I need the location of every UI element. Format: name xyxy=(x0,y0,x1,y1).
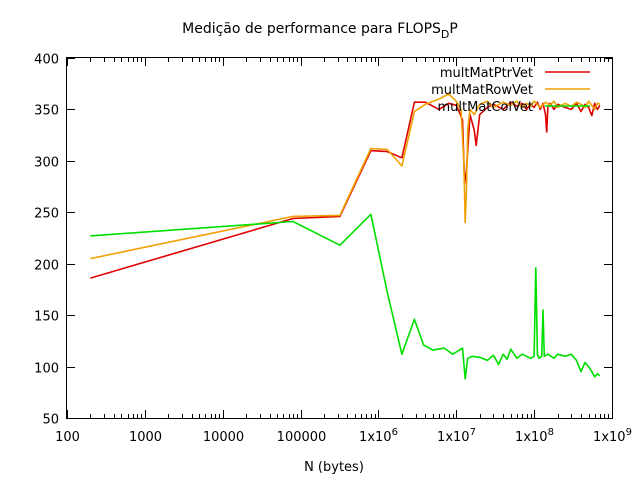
y-tick-label: 250 xyxy=(34,207,59,222)
x-tick-label: 100000 xyxy=(277,430,327,445)
x-tick-label: 10000 xyxy=(203,430,244,445)
x-tick-base: 10000 xyxy=(203,430,244,445)
x-tick-base: 1x10 xyxy=(593,430,626,445)
y-tick-label: 200 xyxy=(34,259,59,274)
x-tick-base: 1x10 xyxy=(359,430,392,445)
series-line-multMatPtrVet xyxy=(90,101,601,279)
x-tick-base: 1x10 xyxy=(437,430,470,445)
x-tick-exponent: 7 xyxy=(470,427,476,438)
plot-frame xyxy=(66,57,613,419)
legend-label-multMatRowVet: multMatRowVet xyxy=(431,83,533,98)
y-tick-label: 50 xyxy=(42,413,59,428)
series-layer xyxy=(90,93,601,380)
title-text: Medição de performance para FLOPS xyxy=(182,21,441,37)
legend-label-multMatColVet: multMatColVet xyxy=(437,100,533,115)
x-tick-base: 1x10 xyxy=(515,430,548,445)
x-tick-label: 100 xyxy=(55,430,80,445)
y-tick-label: 300 xyxy=(34,156,59,171)
legend: multMatPtrVet multMatRowVet multMatColVet xyxy=(431,66,590,115)
x-tick-base: 100000 xyxy=(277,430,327,445)
x-tick-label: 1x108 xyxy=(515,427,554,445)
x-axis-label: N (bytes) xyxy=(304,460,364,475)
x-tick-exponent: 9 xyxy=(626,427,632,438)
y-tick-label: 100 xyxy=(34,362,59,377)
x-tick-base: 1000 xyxy=(129,430,162,445)
x-tick-label: 1x107 xyxy=(437,427,476,445)
x-tick-label: 1000 xyxy=(129,430,162,445)
axes: 50 100 150 200 250 300 350 400 100 1000 10000 10000… xyxy=(34,53,632,446)
title-subscript: D xyxy=(441,28,449,41)
x-tick-label: 1x106 xyxy=(359,427,398,445)
y-tick-label: 150 xyxy=(34,310,59,325)
y-tick-label: 350 xyxy=(34,104,59,119)
y-tick-label: 400 xyxy=(34,53,59,68)
x-tick-exponent: 6 xyxy=(392,427,398,438)
series-line-multMatRowVet xyxy=(90,93,601,260)
x-tick-base: 100 xyxy=(55,430,80,445)
series-line-multMatColVet xyxy=(90,213,601,380)
title-suffix: P xyxy=(449,21,457,37)
x-tick-exponent: 8 xyxy=(548,427,554,438)
legend-label-multMatPtrVet: multMatPtrVet xyxy=(440,66,533,81)
x-tick-label: 1x109 xyxy=(593,427,632,445)
chart-title: Medição de performance para FLOPSDP xyxy=(182,21,458,41)
